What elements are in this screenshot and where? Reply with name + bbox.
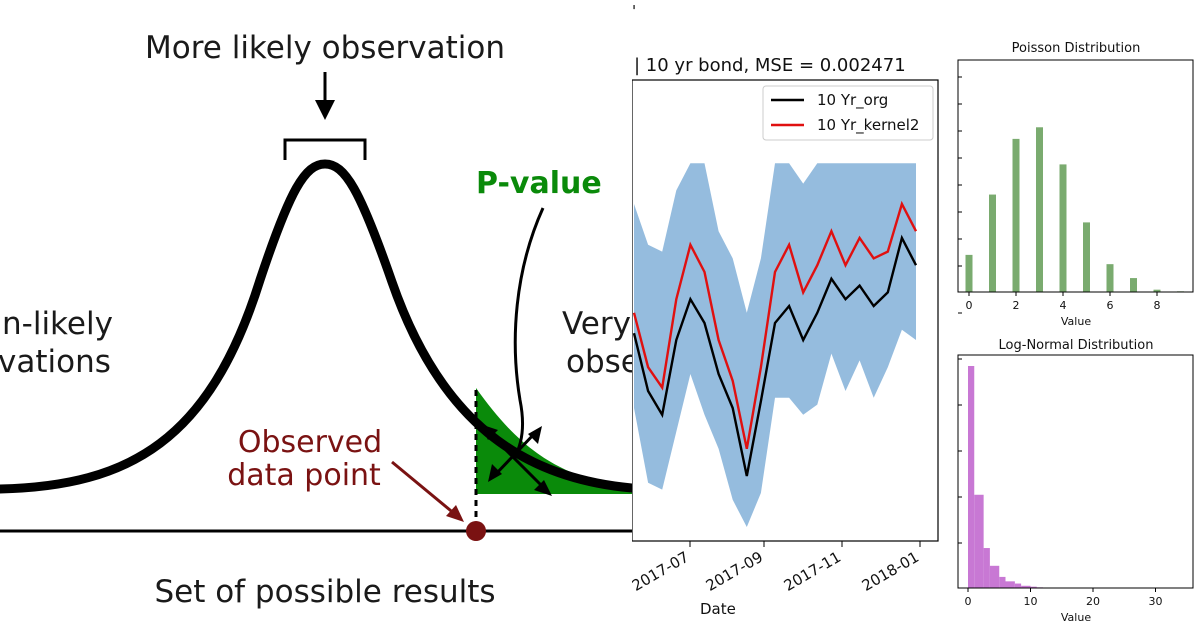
series-line-org (632, 234, 918, 477)
stray-mark: ' (632, 2, 636, 20)
pvalue-double-arrow-2 (492, 430, 538, 478)
poisson-xtick-label: 2 (1013, 299, 1020, 312)
lognormal-axes-frame (957, 354, 1194, 589)
poisson-xtick-label: 4 (1060, 299, 1067, 312)
likely-bracket (283, 138, 367, 160)
lognormal-bar (999, 576, 1006, 588)
lognormal-bar (1005, 581, 1015, 588)
observed-arrow (391, 460, 457, 517)
pvalue-figure: More likely observation P-value n-likely… (0, 30, 632, 610)
lognormal-xlabel: Value (1061, 611, 1091, 624)
bell-curve (0, 159, 632, 494)
observed-arrowhead (446, 505, 464, 522)
bond-xtick-label: 2017-07 (632, 548, 692, 595)
bond-axes-frame (632, 79, 939, 542)
lognormal-bar (1030, 586, 1037, 588)
poisson-xtick-label: 0 (966, 299, 973, 312)
bond-xtick-label: 2017-11 (781, 548, 844, 595)
poisson-xlabel: Value (1061, 315, 1091, 328)
lognormal-xtick-label: 30 (1149, 595, 1163, 608)
bond-xtick-label: 2018-01 (859, 548, 922, 595)
lognormal-bar (968, 366, 975, 588)
bond-legend-box (762, 85, 934, 141)
lognormal-bar (974, 494, 984, 588)
pvalue-arrowhead-up (480, 424, 498, 440)
lognormal-bar (983, 548, 990, 588)
bond-xlabel: Date (700, 600, 736, 618)
distribution-charts: Poisson Distribution 0 2 4 6 8 Value Log-Nor… (957, 41, 1194, 624)
bond-chart-panel: ' | 10 yr bond, MSE = 0.002471 2017-07 20… (632, 0, 948, 630)
poisson-bar (965, 254, 973, 292)
poisson-bar (989, 194, 996, 292)
observed-label-line2: data point (227, 458, 381, 493)
poisson-bar (1059, 164, 1067, 292)
poisson-bar (1153, 289, 1161, 292)
lognormal-ticks: 0 10 20 30 (958, 312, 1163, 608)
left-label-line1: n-likely (2, 306, 113, 342)
observed-point (466, 521, 486, 541)
right-label-line2: obse (566, 344, 632, 380)
poisson-bars (965, 127, 1184, 292)
pvalue-arrowhead-down (534, 480, 552, 496)
likely-arrowhead (315, 100, 335, 120)
poisson-xtick-label: 6 (1107, 299, 1114, 312)
lognormal-xtick-label: 0 (965, 595, 972, 608)
series-line-kernel2 (632, 200, 918, 450)
pvalue-pointer (512, 207, 545, 459)
lognormal-bars (968, 366, 1043, 588)
lognormal-bar (1014, 583, 1022, 588)
left-label-line2: vations (0, 344, 111, 380)
pvalue-illustration: More likely observation P-value n-likely… (0, 30, 632, 610)
lognormal-bar (1021, 585, 1031, 588)
bond-plot-area (632, 163, 918, 527)
poisson-ticks: 0 2 4 6 8 (958, 76, 1161, 312)
results-label: Set of possible results (154, 574, 495, 610)
observed-label-line1: Observed (238, 425, 382, 460)
right-label-line1: Very (562, 306, 631, 342)
poisson-bar (1106, 264, 1114, 292)
pvalue-arrowhead-2b (488, 464, 502, 482)
legend-kernel-label: 10 Yr_kernel2 (817, 116, 919, 135)
bond-xtick-label: 2017-09 (703, 548, 766, 595)
legend-org-label: 10 Yr_org (817, 91, 888, 110)
bond-legend: 10 Yr_org 10 Yr_kernel2 (762, 85, 934, 141)
poisson-axes-frame (957, 59, 1194, 293)
pvalue-label: P-value (476, 166, 602, 201)
pvalue-arrowhead-2a (528, 426, 542, 444)
lognormal-xtick-label: 20 (1086, 595, 1100, 608)
pvalue-tail-area (476, 388, 632, 494)
bond-chart: ' | 10 yr bond, MSE = 0.002471 2017-07 20… (632, 2, 939, 618)
bond-chart-title: | 10 yr bond, MSE = 0.002471 (634, 55, 906, 76)
poisson-bar (1130, 278, 1137, 292)
lognormal-title: Log-Normal Distribution (999, 338, 1154, 353)
more-likely-label: More likely observation (145, 30, 505, 66)
lognormal-bar (989, 565, 1000, 588)
poisson-bar (1036, 127, 1043, 292)
distribution-panel: Poisson Distribution 0 2 4 6 8 Value Log-Nor… (948, 0, 1200, 630)
lognormal-xtick-label: 10 (1024, 595, 1038, 608)
poisson-title: Poisson Distribution (1012, 41, 1141, 56)
pvalue-double-arrow (484, 428, 548, 492)
confidence-band (634, 163, 916, 527)
poisson-xtick-label: 8 (1154, 299, 1161, 312)
bond-x-ticks: 2017-07 2017-09 2017-11 2018-01 (632, 541, 922, 595)
poisson-bar (1012, 138, 1020, 292)
poisson-bar (1083, 222, 1090, 292)
